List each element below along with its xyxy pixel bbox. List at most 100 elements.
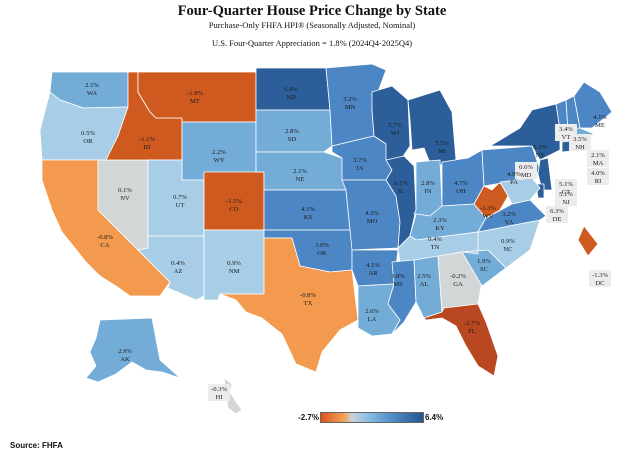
- state-tx: [219, 237, 359, 373]
- state-value-az: 0.4%: [171, 260, 185, 267]
- source-note: Source: FHFA: [10, 441, 63, 450]
- state-abbr-co: CO: [229, 206, 238, 213]
- state-value-wy: 2.2%: [212, 149, 226, 156]
- state-value-md: 0.6%: [519, 164, 533, 171]
- callout-box-nh: [569, 134, 591, 151]
- state-value-or: 0.5%: [81, 130, 95, 137]
- state-abbr-dc: DC: [595, 280, 605, 287]
- state-value-mn: 3.2%: [343, 96, 357, 103]
- state-value-nh: 3.5%: [573, 136, 587, 143]
- map-subtitle: Purchase-Only FHFA HPI® (Seasonally Adju…: [208, 20, 416, 30]
- state-abbr-la: LA: [368, 316, 377, 323]
- state-value-wv: -1.3%: [480, 205, 496, 212]
- state-mt: [137, 71, 257, 123]
- state-abbr-ak: AK: [120, 356, 130, 363]
- state-value-ky: 2.3%: [433, 217, 447, 224]
- state-abbr-va: VA: [505, 219, 514, 226]
- state-abbr-ri: RI: [595, 178, 602, 185]
- state-value-dc: -1.3%: [592, 272, 608, 279]
- state-abbr-me: ME: [595, 122, 605, 129]
- state-abbr-pa: PA: [510, 179, 518, 186]
- callout-box-nj: [555, 189, 577, 206]
- state-value-mo: 4.3%: [365, 210, 379, 217]
- state-abbr-ks: KS: [304, 214, 313, 221]
- state-value-wa: 2.1%: [85, 82, 99, 89]
- state-value-co: -1.5%: [226, 198, 242, 205]
- state-value-tx: -0.8%: [300, 292, 316, 299]
- callout-box-ma: [587, 150, 609, 167]
- state-abbr-nd: ND: [286, 94, 296, 101]
- state-abbr-fl: FL: [468, 328, 476, 335]
- state-value-oh: 4.7%: [454, 180, 468, 187]
- callout-box-de: [546, 206, 568, 223]
- state-dc: [577, 225, 599, 257]
- state-value-la: 2.6%: [365, 308, 379, 315]
- state-abbr-mo: MO: [367, 218, 378, 225]
- state-abbr-mi: MI: [438, 148, 446, 155]
- state-value-ms: 3.8%: [391, 273, 405, 280]
- state-abbr-ia: IA: [357, 165, 364, 172]
- state-value-nd: 6.4%: [284, 86, 298, 93]
- state-abbr-in: IN: [425, 188, 432, 195]
- state-abbr-oh: OH: [456, 188, 466, 195]
- state-mi: [407, 89, 457, 169]
- state-abbr-ny: NY: [535, 152, 545, 159]
- state-abbr-al: AL: [420, 281, 429, 288]
- state-value-ia: 3.7%: [353, 157, 367, 164]
- state-value-in: 2.8%: [421, 180, 435, 187]
- legend-color-bar: [320, 412, 424, 423]
- state-value-sd: 2.8%: [285, 128, 299, 135]
- state-sd: [255, 109, 333, 153]
- state-value-ct: 5.1%: [559, 181, 573, 188]
- state-value-me: 4.1%: [593, 114, 607, 121]
- state-abbr-id: ID: [144, 144, 151, 151]
- state-abbr-de: DE: [553, 216, 562, 223]
- state-abbr-nc: NC: [503, 246, 513, 253]
- state-value-nj: 5.1%: [559, 191, 573, 198]
- state-me: [573, 81, 613, 129]
- state-value-mi: 5.5%: [435, 140, 449, 147]
- state-value-ca: -0.8%: [97, 234, 113, 241]
- state-value-vt: 3.4%: [559, 126, 573, 133]
- state-abbr-wa: WA: [87, 90, 97, 97]
- state-nj: [537, 157, 553, 191]
- state-abbr-ct: CT: [562, 189, 570, 196]
- map-title: Four-Quarter House Price Change by State: [177, 3, 447, 19]
- state-value-ma: 2.1%: [591, 152, 605, 159]
- state-abbr-wy: WY: [214, 157, 225, 164]
- state-value-al: 2.5%: [417, 273, 431, 280]
- state-fl: [423, 303, 499, 377]
- state-abbr-ma: MA: [593, 160, 604, 167]
- state-abbr-nh: NH: [575, 144, 585, 151]
- state-abbr-nv: NV: [120, 195, 130, 202]
- state-abbr-md: MD: [521, 172, 532, 179]
- state-value-pa: 4.0%: [507, 171, 521, 178]
- state-abbr-ne: NE: [296, 176, 305, 183]
- state-value-nm: 0.9%: [227, 260, 241, 267]
- legend-max-label: 6.4%: [425, 413, 444, 422]
- state-nc: [461, 219, 541, 269]
- state-value-ks: 4.1%: [301, 206, 315, 213]
- state-value-ri: 4.0%: [591, 170, 605, 177]
- state-value-va: 3.2%: [502, 211, 516, 218]
- state-abbr-ca: CA: [100, 242, 109, 249]
- state-abbr-il: IL: [398, 188, 404, 195]
- callout-box-ri: [587, 168, 609, 185]
- state-value-sc: 1.9%: [477, 258, 491, 265]
- state-abbr-hi: HI: [216, 394, 223, 401]
- state-abbr-ms: MS: [393, 281, 403, 288]
- state-value-wi: 5.7%: [388, 122, 402, 129]
- state-abbr-vt: VT: [562, 134, 571, 141]
- state-abbr-sd: SD: [288, 136, 297, 143]
- state-value-ut: 0.7%: [173, 194, 187, 201]
- state-abbr-tx: TX: [304, 300, 313, 307]
- state-value-ny: 5.3%: [533, 144, 547, 151]
- state-value-de: 6.3%: [550, 208, 564, 215]
- state-value-ne: 2.1%: [293, 168, 307, 175]
- state-abbr-wv: WV: [483, 213, 494, 220]
- state-abbr-ar: AR: [368, 270, 378, 277]
- state-abbr-ga: GA: [453, 281, 463, 288]
- state-abbr-nj: NJ: [562, 199, 570, 206]
- state-abbr-tn: TN: [431, 244, 440, 251]
